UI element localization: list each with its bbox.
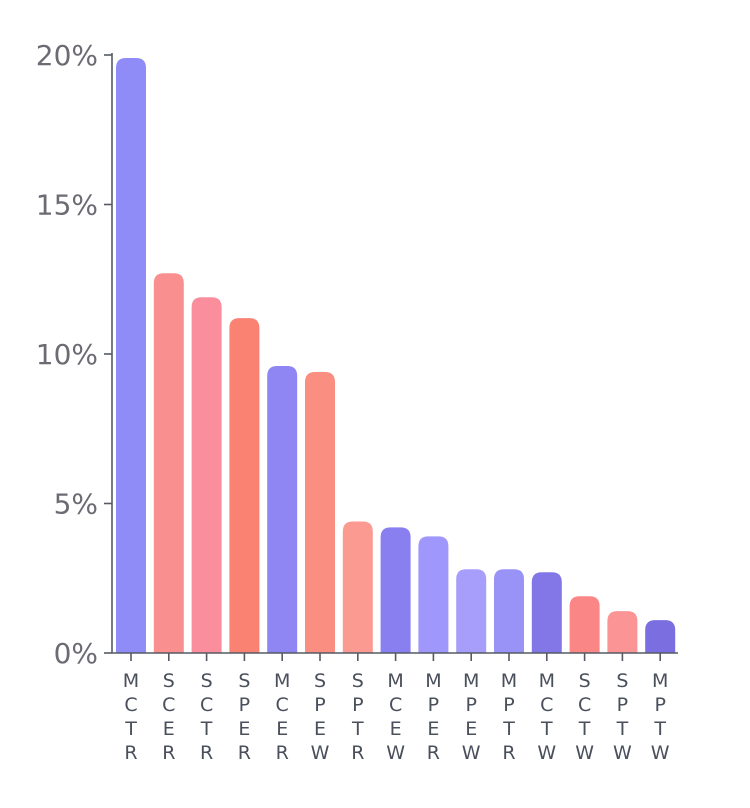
bar-sptr <box>342 521 373 653</box>
bar-mper <box>418 536 449 653</box>
bar-mcew <box>380 527 411 653</box>
bar-sptw <box>607 611 638 653</box>
y-tick-label: 0% <box>54 637 98 670</box>
y-tick-label: 5% <box>54 488 98 521</box>
bar-sctr <box>191 297 222 653</box>
bar-mptr <box>494 569 524 653</box>
bar-spew <box>305 371 335 653</box>
bar-mptw <box>645 620 676 653</box>
bar-scer <box>153 273 184 653</box>
y-axis: 0% 5% 10% 15% 20% <box>36 39 113 670</box>
y-tick-label: 10% <box>36 338 98 371</box>
y-tick-label: 20% <box>36 39 98 72</box>
y-tick-label: 15% <box>36 189 98 222</box>
bar-mcer <box>267 365 298 653</box>
bar-sper <box>229 318 260 653</box>
bar-mctw <box>531 572 562 653</box>
bars-group <box>116 57 676 654</box>
x-axis: M C T R S C E R S C T R S P E R M C E R S P E W S P T R M C E W M P E R M P E W… <box>112 652 678 764</box>
bar-sctw <box>569 596 600 653</box>
bar-mctr <box>116 57 146 654</box>
bar-mpew <box>456 569 487 653</box>
